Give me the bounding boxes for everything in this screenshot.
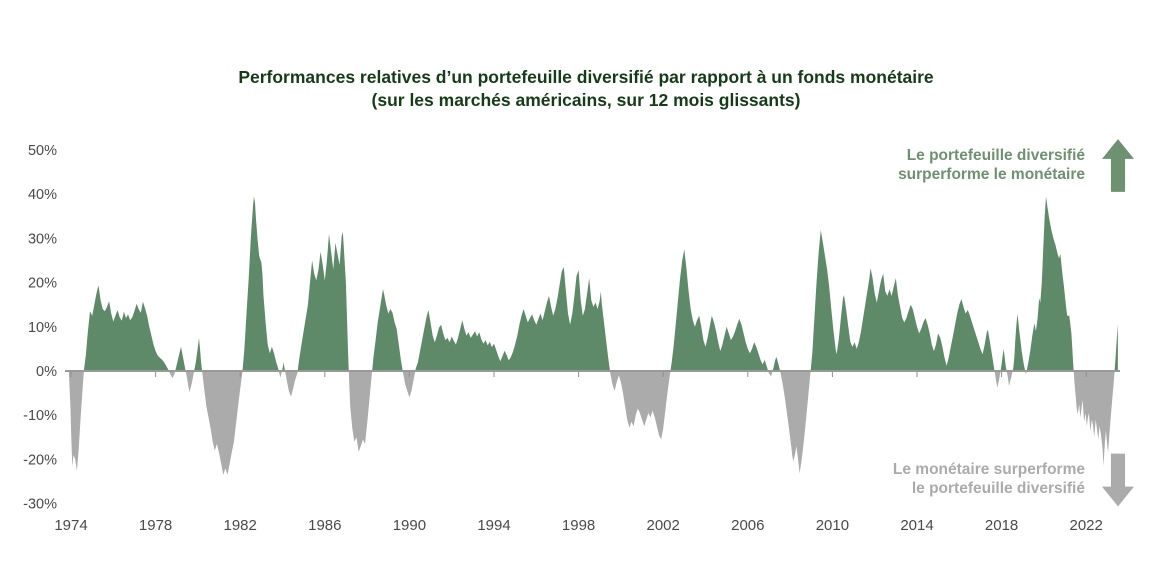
y-tick-label: -20% xyxy=(23,452,57,468)
x-tick-label: 1994 xyxy=(477,517,510,534)
y-tick-label: -10% xyxy=(23,408,57,424)
y-tick-label: 30% xyxy=(28,231,57,247)
x-tick-label: 2014 xyxy=(900,517,933,534)
x-tick-label: 2022 xyxy=(1070,517,1103,534)
y-tick-label: 40% xyxy=(28,187,57,203)
x-tick-label: 2018 xyxy=(985,517,1018,534)
down-arrow-icon xyxy=(1102,453,1134,507)
y-tick-label: 20% xyxy=(28,276,57,292)
axis-ticks-group xyxy=(70,372,1087,377)
annotation-line: Le portefeuille diversifié xyxy=(906,147,1085,164)
x-tick-label: 2002 xyxy=(647,517,680,534)
x-tick-label: 2006 xyxy=(731,517,764,534)
y-tick-label: -30% xyxy=(23,497,57,513)
up-arrow-icon xyxy=(1102,139,1134,192)
chart-subtitle: (sur les marchés américains, sur 12 mois… xyxy=(371,90,801,110)
x-tick-label: 1982 xyxy=(224,517,257,534)
x-tick-label: 1990 xyxy=(393,517,426,534)
x-tick-label: 1974 xyxy=(54,517,87,534)
chart-header: Performances relatives d’un portefeuille… xyxy=(0,66,1172,112)
annotation-line: surperforme le monétaire xyxy=(898,166,1085,183)
annotation-underperform: Le monétaire surperforme le portefeuille… xyxy=(893,460,1085,498)
x-tick-label: 1978 xyxy=(139,517,172,534)
area-series-group xyxy=(68,196,1118,475)
y-tick-label: 50% xyxy=(28,143,57,159)
y-tick-label: 0% xyxy=(36,364,57,380)
x-tick-label: 1998 xyxy=(562,517,595,534)
annotation-line: le portefeuille diversifié xyxy=(911,480,1085,497)
annotation-line: Le monétaire surperforme xyxy=(892,461,1085,478)
y-tick-label: 10% xyxy=(28,320,57,336)
annotation-outperform: Le portefeuille diversifié surperforme l… xyxy=(898,146,1085,184)
axis-labels-group: 50% 40% 30% 20% 10% 0% -10% -20% -30% 1974 1978 198… xyxy=(23,143,1103,534)
x-tick-label: 2010 xyxy=(816,517,849,534)
x-tick-label: 1986 xyxy=(308,517,341,534)
chart-title: Performances relatives d’un portefeuille… xyxy=(238,67,934,87)
area-positive xyxy=(68,196,1118,371)
